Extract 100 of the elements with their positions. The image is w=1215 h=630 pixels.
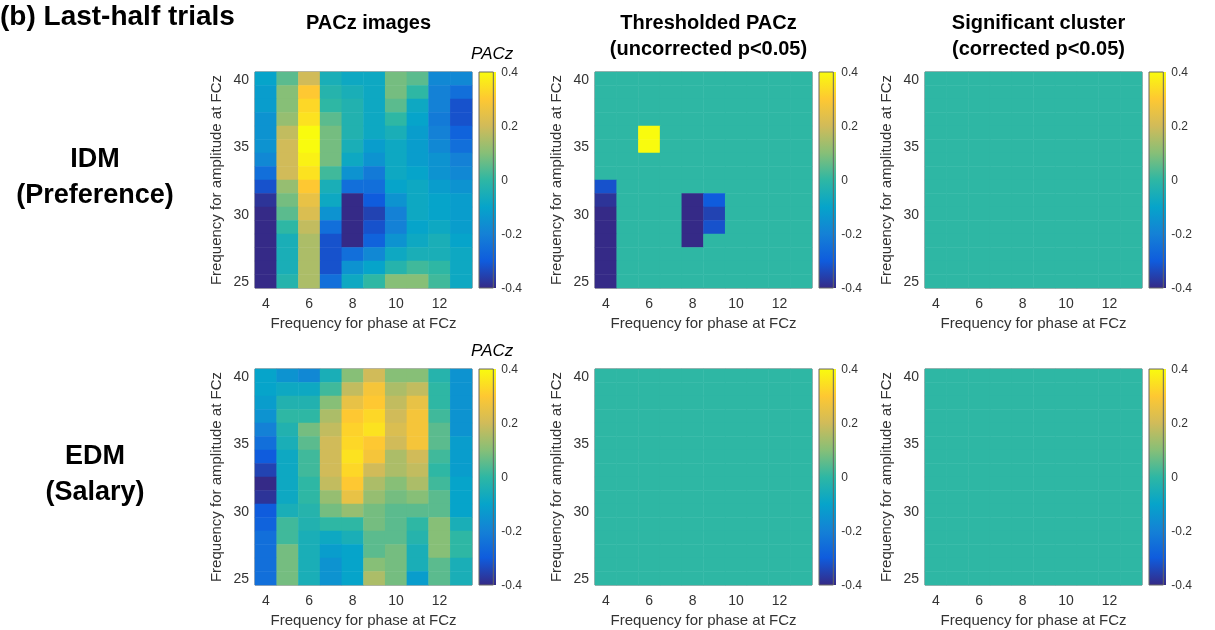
x-tick-label: 10 [1058, 592, 1075, 608]
color-bar-label: -0.2 [1171, 524, 1193, 538]
color-bar-label: 0.2 [501, 416, 519, 430]
y-axis-title: Frequency for amplitude at FCz [546, 74, 564, 286]
chart-title: PACz images [305, 11, 432, 33]
color-bar-label: 0.2 [1171, 416, 1189, 430]
x-tick-label: 12 [1101, 295, 1118, 311]
color-bar-label: -0.4 [841, 578, 863, 592]
y-tick-label: 40 [573, 367, 590, 384]
color-bar-label: -0.2 [841, 227, 863, 241]
color-bar-label: 0 [501, 173, 509, 187]
y-tick-label: 35 [903, 138, 920, 155]
x-tick-label: 6 [305, 592, 314, 608]
x-tick-label: 10 [728, 295, 745, 311]
color-bar-label: 0.2 [501, 119, 519, 133]
y-axis-title: Frequency for amplitude at FCz [206, 371, 224, 583]
chart-title: Thresholded PACz (uncorrected p<0.05) [609, 11, 808, 59]
x-tick-label: 4 [931, 592, 940, 608]
x-tick-label: 12 [431, 295, 448, 311]
x-axis-title: Frequency for phase at FCz [610, 313, 797, 331]
x-tick-label: 6 [645, 592, 654, 608]
y-tick-label: 35 [233, 435, 250, 452]
y-tick-label: 30 [903, 502, 920, 519]
x-tick-label: 10 [388, 592, 405, 608]
x-axis-title: Frequency for phase at FCz [270, 313, 457, 331]
y-tick-label: 35 [573, 435, 590, 452]
color-bar-label: 0 [841, 470, 849, 484]
text: EDM (Salary) [44, 439, 146, 508]
color-bar-label: 0.4 [1171, 65, 1189, 79]
color-bar-label: -0.4 [1171, 578, 1193, 592]
x-tick-label: 6 [975, 592, 984, 608]
color-bar-title: PACz [471, 341, 514, 360]
x-tick-label: 6 [645, 295, 654, 311]
x-tick-label: 10 [388, 295, 405, 311]
color-bar-label: -0.4 [1171, 281, 1193, 295]
x-tick-label: 10 [728, 592, 745, 608]
color-bar-label: 0 [841, 173, 849, 187]
color-bar-label: -0.4 [501, 281, 523, 295]
color-bar-title: PACz [471, 44, 514, 63]
y-tick-label: 30 [573, 502, 590, 519]
y-axis-title: Frequency for amplitude at FCz [206, 74, 224, 286]
color-bar-label: -0.4 [501, 578, 523, 592]
y-tick-label: 25 [573, 273, 590, 290]
color-bar-label: 0.4 [841, 65, 859, 79]
y-tick-label: 30 [573, 205, 590, 222]
x-tick-label: 4 [931, 295, 940, 311]
x-tick-label: 4 [261, 592, 270, 608]
y-tick-label: 30 [233, 205, 250, 222]
y-tick-label: 35 [903, 435, 920, 452]
color-bar-label: -0.2 [1171, 227, 1193, 241]
color-bar-label: 0.4 [501, 65, 519, 79]
x-axis-title: Frequency for phase at FCz [610, 610, 797, 628]
text: (b) Last-half trials [0, 0, 235, 32]
x-tick-label: 6 [305, 295, 314, 311]
y-tick-label: 25 [233, 273, 250, 290]
color-bar-label: 0.4 [1171, 362, 1189, 376]
color-bar-label: 0 [1171, 470, 1179, 484]
y-axis-title: Frequency for amplitude at FCz [876, 371, 894, 583]
x-tick-label: 6 [975, 295, 984, 311]
y-tick-label: 25 [903, 570, 920, 587]
x-tick-label: 4 [601, 592, 610, 608]
color-bar-label: 0.4 [501, 362, 519, 376]
y-tick-label: 40 [233, 367, 250, 384]
color-bar-label: 0.2 [1171, 119, 1189, 133]
x-tick-label: 12 [771, 295, 788, 311]
color-bar-label: 0.4 [841, 362, 859, 376]
x-tick-label: 8 [348, 295, 357, 311]
y-tick-label: 35 [233, 138, 250, 155]
y-tick-label: 25 [903, 273, 920, 290]
y-axis-title: Frequency for amplitude at FCz [876, 74, 894, 286]
color-bar-label: 0 [501, 470, 509, 484]
color-bar-label: -0.2 [841, 524, 863, 538]
text: IDM (Preference) [15, 142, 175, 211]
y-tick-label: 30 [903, 205, 920, 222]
x-tick-label: 8 [1018, 592, 1027, 608]
x-tick-label: 12 [431, 592, 448, 608]
x-tick-label: 4 [261, 295, 270, 311]
y-tick-label: 40 [903, 70, 920, 87]
x-tick-label: 4 [601, 295, 610, 311]
x-tick-label: 8 [688, 592, 697, 608]
x-tick-label: 8 [348, 592, 357, 608]
color-bar-label: -0.2 [501, 524, 523, 538]
y-axis-title: Frequency for amplitude at FCz [546, 371, 564, 583]
x-axis-title: Frequency for phase at FCz [940, 313, 1127, 331]
y-tick-label: 25 [573, 570, 590, 587]
color-bar-label: -0.2 [501, 227, 523, 241]
chart-title: Significant cluster (corrected p<0.05) [951, 11, 1126, 59]
x-axis-title: Frequency for phase at FCz [270, 610, 457, 628]
x-tick-label: 12 [1101, 592, 1118, 608]
color-bar-label: -0.4 [841, 281, 863, 295]
color-bar-label: 0.2 [841, 416, 859, 430]
color-bar-label: 0 [1171, 173, 1179, 187]
x-tick-label: 12 [771, 592, 788, 608]
y-tick-label: 35 [573, 138, 590, 155]
y-tick-label: 40 [573, 70, 590, 87]
y-tick-label: 25 [233, 570, 250, 587]
x-axis-title: Frequency for phase at FCz [940, 610, 1127, 628]
y-tick-label: 40 [903, 367, 920, 384]
x-tick-label: 8 [1018, 295, 1027, 311]
x-tick-label: 8 [688, 295, 697, 311]
